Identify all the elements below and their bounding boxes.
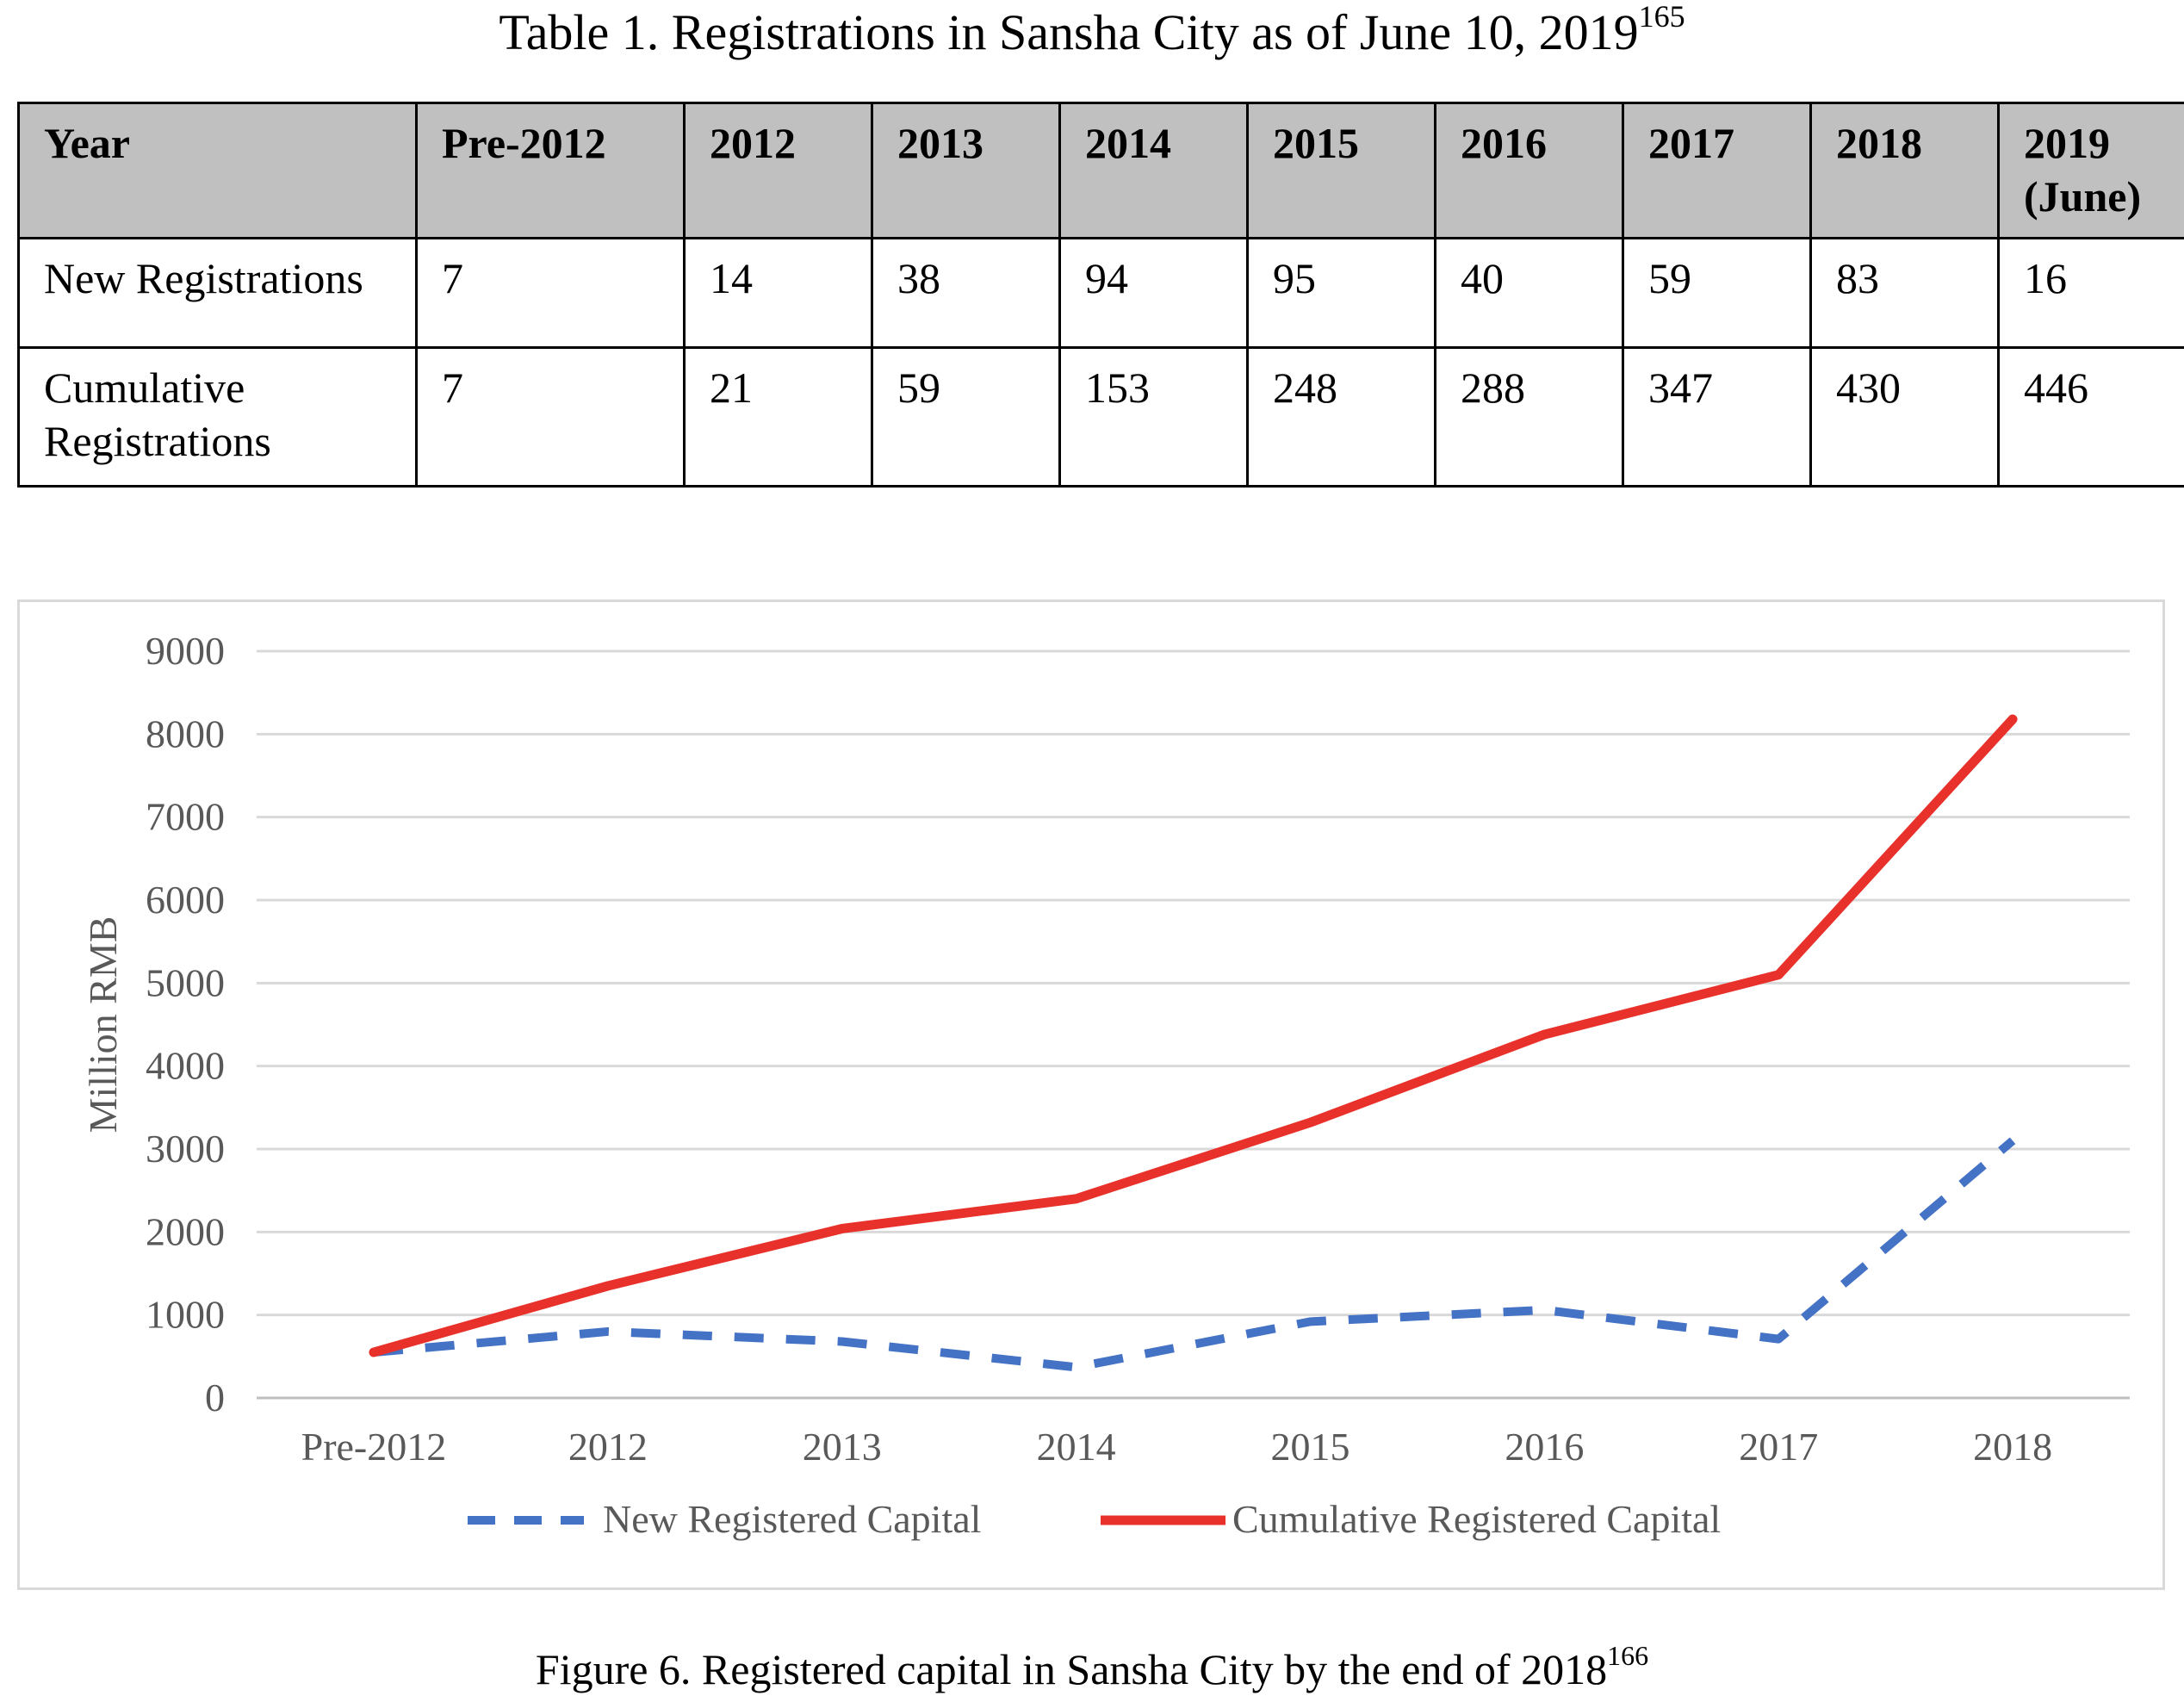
series-line-new-registered-capital: [373, 1137, 2016, 1372]
table-cell: 288: [1434, 346, 1624, 488]
table-title: Table 1. Registrations in Sansha City as…: [0, 0, 2184, 64]
table-cell: 59: [1622, 237, 1812, 349]
y-axis-label: Million RMB: [81, 916, 125, 1134]
y-tick-label: 4000: [146, 1044, 225, 1088]
y-tick-label: 8000: [146, 711, 225, 755]
table-cell: 7: [415, 237, 686, 349]
y-tick-label: 2000: [146, 1209, 225, 1253]
x-tick-label: 2016: [1505, 1425, 1584, 1469]
row-label-line: Cumulative: [44, 363, 245, 412]
y-tick-label: 1000: [146, 1293, 225, 1337]
figure-caption-text: Figure 6. Registered capital in Sansha C…: [535, 1645, 1608, 1693]
header-year-5: 2016: [1434, 102, 1624, 239]
table-cell: 347: [1622, 346, 1812, 488]
figure-caption-footnote: 166: [1607, 1640, 1649, 1671]
table-cell: 16: [1997, 237, 2184, 349]
table-cell: 7: [415, 346, 686, 488]
header-year-2: 2013: [871, 102, 1061, 239]
table-title-text: Table 1. Registrations in Sansha City as…: [499, 4, 1639, 60]
line-chart: 0 1000 2000 3000 4000 5000 6000 7000 8000 9000 Pre…: [81, 629, 2130, 1541]
header-year-8: 2019 (June): [1997, 102, 2184, 239]
legend-label: New Registered Capital: [603, 1497, 981, 1541]
y-tick-label: 3000: [146, 1127, 225, 1171]
header-line: 2019: [2024, 119, 2110, 167]
header-line: 2018: [1836, 119, 1922, 167]
table-cell: 40: [1434, 237, 1624, 349]
header-year-0: Pre-2012: [415, 102, 686, 239]
header-line: 2014: [1085, 119, 1171, 167]
y-tick-label: 6000: [146, 878, 225, 922]
header-line: 2013: [897, 119, 983, 167]
header-year-3: 2014: [1058, 102, 1249, 239]
row-label: New Registrations: [17, 237, 418, 349]
row-label-line: New Registrations: [44, 254, 363, 302]
y-tick-label: 7000: [146, 795, 225, 839]
row-label: Cumulative Registrations: [17, 346, 418, 488]
table-title-footnote: 165: [1638, 0, 1685, 34]
table-cell: 21: [683, 346, 873, 488]
header-line: 2015: [1273, 119, 1359, 167]
series-line-cumulative-registered-capital: [369, 714, 2018, 1357]
x-tick-label: 2018: [1973, 1425, 2052, 1469]
table-cell: 14: [683, 237, 873, 349]
header-year-1: 2012: [683, 102, 873, 239]
header-year-7: 2018: [1809, 102, 2000, 239]
x-tick-label: 2012: [568, 1425, 648, 1469]
header-line: 2012: [710, 119, 796, 167]
x-tick-label: 2015: [1270, 1425, 1349, 1469]
y-tick-label: 0: [205, 1376, 225, 1419]
header-line: 2016: [1461, 119, 1547, 167]
registrations-table: Year Pre-2012 2012 2013 2014 2015 2016 2017 201…: [17, 102, 2184, 488]
table-header-row: Year Pre-2012 2012 2013 2014 2015 2016 2017 201…: [17, 102, 2184, 239]
figure-caption: Figure 6. Registered capital in Sansha C…: [0, 1640, 2184, 1695]
table-cell: 83: [1809, 237, 2000, 349]
header-year-4: 2015: [1246, 102, 1436, 239]
legend-label: Cumulative Registered Capital: [1232, 1497, 1721, 1541]
table-cell: 94: [1058, 237, 1249, 349]
y-tick-label: 5000: [146, 960, 225, 1004]
header-year-6: 2017: [1622, 102, 1812, 239]
header-year: Year: [17, 102, 418, 239]
chart-frame: 0 1000 2000 3000 4000 5000 6000 7000 8000 9000 Pre…: [17, 599, 2165, 1590]
table-cell: 446: [1997, 346, 2184, 488]
x-tick-label: 2014: [1037, 1425, 1116, 1469]
table-row: Cumulative Registrations 7 21 59 153 248 288 347…: [17, 346, 2184, 488]
header-line: 2017: [1648, 119, 1734, 167]
x-tick-label: Pre-2012: [301, 1425, 447, 1469]
table-cell: 59: [871, 346, 1061, 488]
table-cell: 95: [1246, 237, 1436, 349]
x-tick-label: 2013: [803, 1425, 882, 1469]
row-label-line: Registrations: [44, 417, 271, 465]
x-tick-label: 2017: [1739, 1425, 1818, 1469]
y-tick-label: 9000: [146, 629, 225, 673]
header-line: Pre-2012: [442, 119, 606, 167]
table-cell: 430: [1809, 346, 2000, 488]
table-cell: 248: [1246, 346, 1436, 488]
table-cell: 153: [1058, 346, 1249, 488]
table-cell: 38: [871, 237, 1061, 349]
table-row: New Registrations 7 14 38 94 95 40 59 83 16: [17, 237, 2184, 349]
header-line: (June): [2024, 172, 2142, 221]
